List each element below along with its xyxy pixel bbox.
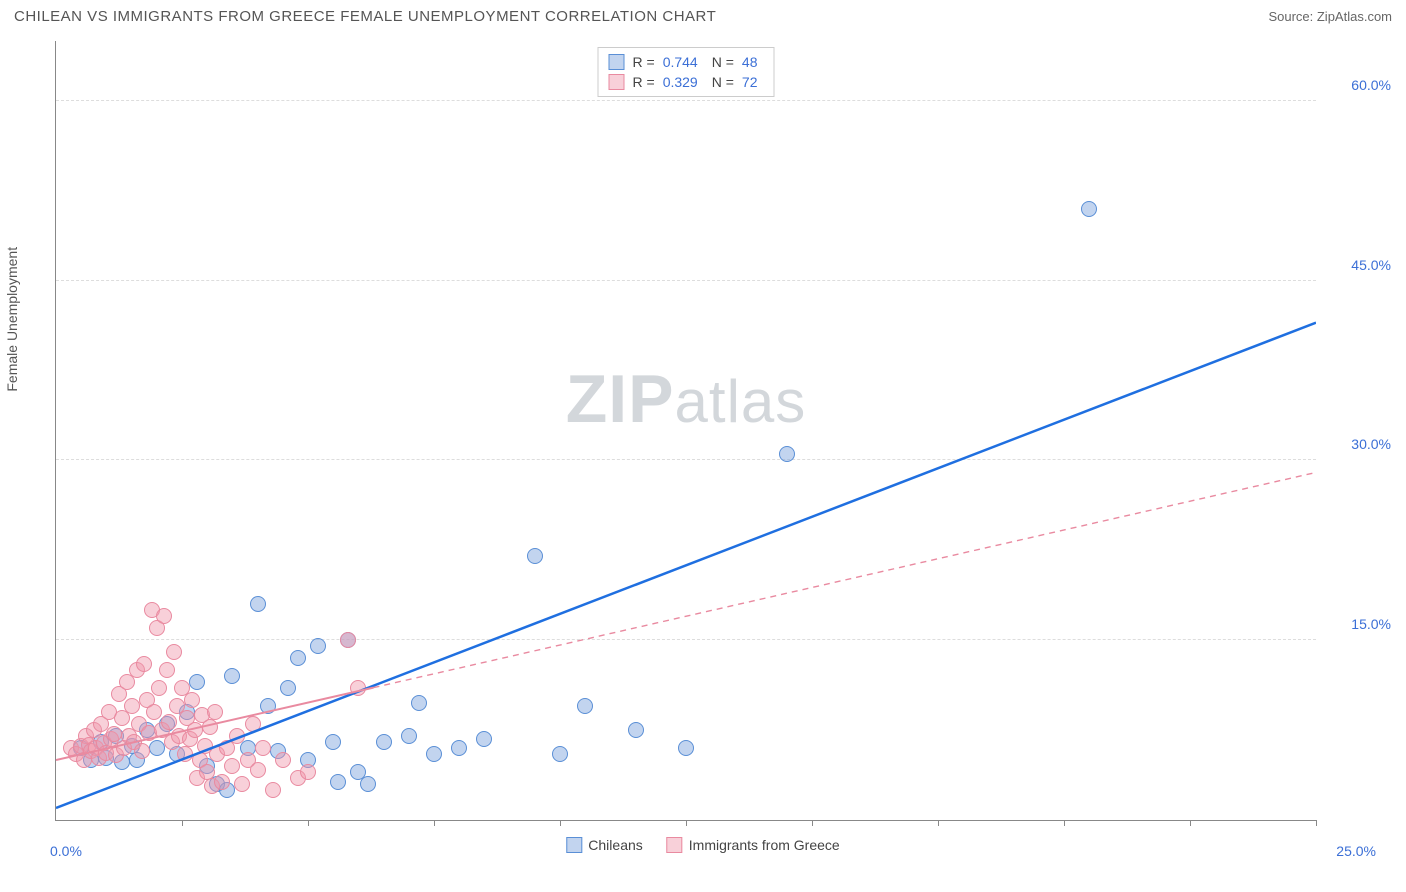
data-point (255, 740, 271, 756)
data-point (260, 698, 276, 714)
x-tick (1064, 820, 1065, 826)
data-point (166, 644, 182, 660)
data-point (527, 548, 543, 564)
data-point (300, 764, 316, 780)
gridline (56, 459, 1316, 460)
y-tick-label: 45.0% (1331, 257, 1391, 273)
data-point (280, 680, 296, 696)
data-point (250, 596, 266, 612)
data-point (184, 692, 200, 708)
watermark: ZIPatlas (566, 360, 807, 438)
y-tick-label: 30.0% (1331, 436, 1391, 452)
data-point (136, 656, 152, 672)
y-tick-label: 15.0% (1331, 616, 1391, 632)
x-tick (812, 820, 813, 826)
data-point (234, 776, 250, 792)
data-point (330, 774, 346, 790)
swatch-greece-icon (667, 837, 683, 853)
data-point (376, 734, 392, 750)
data-point (224, 758, 240, 774)
r-value-greece: 0.329 (663, 74, 698, 90)
legend-item-greece: Immigrants from Greece (667, 837, 840, 853)
gridline (56, 639, 1316, 640)
data-point (177, 746, 193, 762)
data-point (250, 762, 266, 778)
x-origin-label: 0.0% (50, 843, 82, 859)
data-point (340, 632, 356, 648)
data-point (275, 752, 291, 768)
x-tick (308, 820, 309, 826)
trend-lines (56, 41, 1316, 820)
data-point (151, 680, 167, 696)
data-point (159, 662, 175, 678)
x-tick (182, 820, 183, 826)
data-point (350, 680, 366, 696)
x-tick (560, 820, 561, 826)
chart-title: CHILEAN VS IMMIGRANTS FROM GREECE FEMALE… (14, 8, 716, 25)
data-point (146, 704, 162, 720)
data-point (325, 734, 341, 750)
data-point (411, 695, 427, 711)
chart-container: Female Unemployment ZIPatlas R = 0.744 N… (0, 31, 1406, 881)
data-point (149, 740, 165, 756)
data-point (265, 782, 281, 798)
data-point (156, 608, 172, 624)
data-point (1081, 201, 1097, 217)
data-point (628, 722, 644, 738)
swatch-chileans-icon (609, 54, 625, 70)
data-point (401, 728, 417, 744)
series-legend: Chileans Immigrants from Greece (566, 837, 839, 853)
x-max-label: 25.0% (1336, 843, 1376, 859)
data-point (202, 719, 218, 735)
legend-item-chileans: Chileans (566, 837, 642, 853)
gridline (56, 100, 1316, 101)
data-point (476, 731, 492, 747)
data-point (451, 740, 467, 756)
data-point (360, 776, 376, 792)
data-point (229, 728, 245, 744)
x-tick (434, 820, 435, 826)
data-point (245, 716, 261, 732)
plot-area: ZIPatlas R = 0.744 N = 48 R = 0.329 N = … (55, 41, 1316, 821)
data-point (678, 740, 694, 756)
chart-header: CHILEAN VS IMMIGRANTS FROM GREECE FEMALE… (0, 0, 1406, 31)
data-point (124, 698, 140, 714)
data-point (207, 704, 223, 720)
x-tick (938, 820, 939, 826)
r-value-chileans: 0.744 (663, 54, 698, 70)
data-point (106, 726, 122, 742)
data-point (552, 746, 568, 762)
swatch-greece-icon (609, 74, 625, 90)
y-tick-label: 60.0% (1331, 77, 1391, 93)
data-point (224, 668, 240, 684)
data-point (214, 774, 230, 790)
data-point (134, 743, 150, 759)
stats-row-greece: R = 0.329 N = 72 (609, 72, 764, 92)
data-point (779, 446, 795, 462)
x-tick (1316, 820, 1317, 826)
stats-row-chileans: R = 0.744 N = 48 (609, 52, 764, 72)
data-point (310, 638, 326, 654)
source-label: Source: ZipAtlas.com (1268, 9, 1392, 24)
data-point (187, 722, 203, 738)
n-value-greece: 72 (742, 74, 758, 90)
y-axis-label: Female Unemployment (4, 247, 20, 392)
data-point (290, 650, 306, 666)
data-point (577, 698, 593, 714)
swatch-chileans-icon (566, 837, 582, 853)
x-tick (1190, 820, 1191, 826)
n-value-chileans: 48 (742, 54, 758, 70)
stats-legend: R = 0.744 N = 48 R = 0.329 N = 72 (598, 47, 775, 97)
x-tick (686, 820, 687, 826)
data-point (161, 714, 177, 730)
data-point (189, 674, 205, 690)
gridline (56, 280, 1316, 281)
data-point (426, 746, 442, 762)
